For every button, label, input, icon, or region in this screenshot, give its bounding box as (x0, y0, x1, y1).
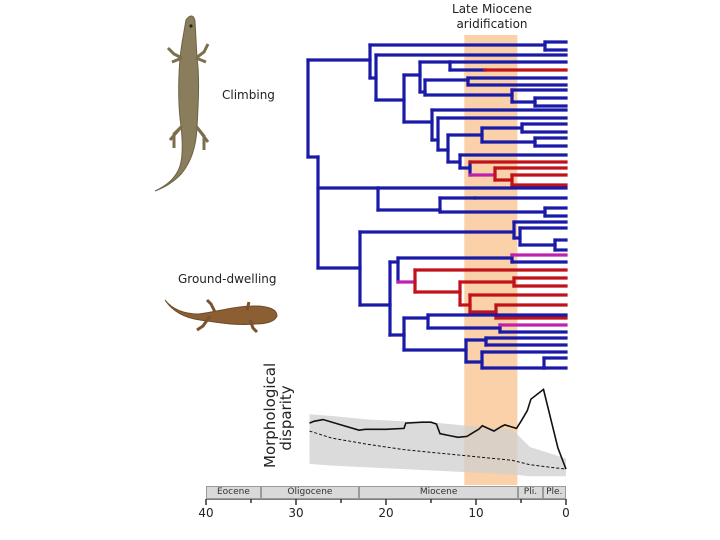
band-title-line2: aridification (456, 17, 528, 31)
null-disparity-line (309, 430, 567, 470)
ground-dwelling-gecko-image (164, 298, 278, 334)
epoch-miocene: Miocene (359, 486, 519, 499)
ylabel-line2: disparity (277, 385, 295, 451)
legend-ground-label: Ground-dwelling (178, 272, 277, 286)
epoch-eocene: Eocene (206, 486, 261, 499)
late-miocene-band (464, 35, 518, 485)
tick-label: 30 (288, 506, 304, 520)
band-title-line1: Late Miocene (452, 2, 532, 16)
ylabel-line1: Morphological (261, 362, 279, 468)
tick-label: 0 (562, 506, 570, 520)
tick-label: 10 (468, 506, 484, 520)
tick-label: 20 (378, 506, 394, 520)
observed-disparity-line (309, 388, 567, 470)
epoch-ple: Ple. (542, 486, 566, 499)
disparity-plot (309, 388, 567, 477)
phylogenetic-tree (306, 40, 568, 370)
disparity-axis-label: Morphological disparity (261, 362, 295, 468)
legend-climbing-label: Climbing (222, 88, 275, 102)
time-axis (205, 498, 567, 505)
climbing-gecko-image (154, 15, 210, 192)
band-title: Late Miocene aridification (430, 2, 554, 32)
epoch-pli: Pli. (518, 486, 543, 499)
tick-label: 40 (198, 506, 214, 520)
epoch-oligocene: Oligocene (260, 486, 359, 499)
disparity-envelope (309, 414, 566, 477)
